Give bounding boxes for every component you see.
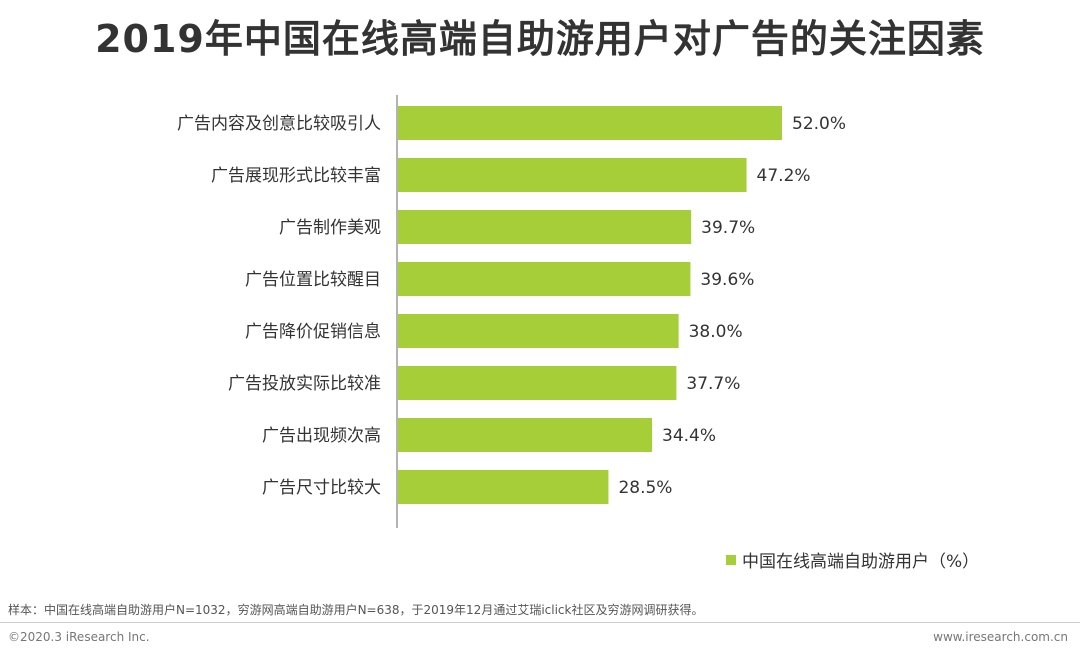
category-label: 广告展现形式比较丰富	[211, 166, 381, 186]
legend-label: 中国在线高端自助游用户（%）	[742, 552, 980, 572]
value-label: 34.4%	[662, 426, 716, 446]
category-label: 广告制作美观	[279, 218, 381, 238]
category-label: 广告位置比较醒目	[245, 270, 381, 290]
website: www.iresearch.com.cn	[933, 630, 1068, 644]
value-label: 47.2%	[757, 166, 811, 186]
bar	[398, 314, 679, 348]
footer-divider	[0, 622, 1080, 623]
category-label: 广告尺寸比较大	[262, 478, 381, 498]
value-label: 39.6%	[700, 270, 754, 290]
legend: 中国在线高端自助游用户（%）	[726, 547, 979, 572]
copyright: ©2020.3 iResearch Inc.	[8, 630, 150, 644]
category-label: 广告降价促销信息	[245, 322, 381, 342]
value-label: 37.7%	[686, 374, 740, 394]
bar	[398, 470, 609, 504]
value-label: 52.0%	[792, 114, 846, 134]
bar	[398, 262, 691, 296]
category-label: 广告出现频次高	[262, 426, 381, 446]
legend-swatch	[726, 554, 736, 565]
sample-note: 样本：中国在线高端自助游用户N=1032，穷游网高端自助游用户N=638，于20…	[8, 603, 704, 617]
value-label: 38.0%	[689, 322, 743, 342]
value-label: 39.7%	[701, 218, 755, 238]
page-title: 2019年中国在线高端自助游用户对广告的关注因素	[95, 17, 985, 61]
category-label: 广告投放实际比较准	[228, 374, 381, 394]
bar	[398, 158, 747, 192]
category-label: 广告内容及创意比较吸引人	[177, 114, 381, 134]
bar	[398, 106, 782, 140]
bar	[398, 418, 653, 452]
bar	[398, 366, 677, 400]
bar	[398, 210, 692, 244]
value-label: 28.5%	[618, 478, 672, 498]
